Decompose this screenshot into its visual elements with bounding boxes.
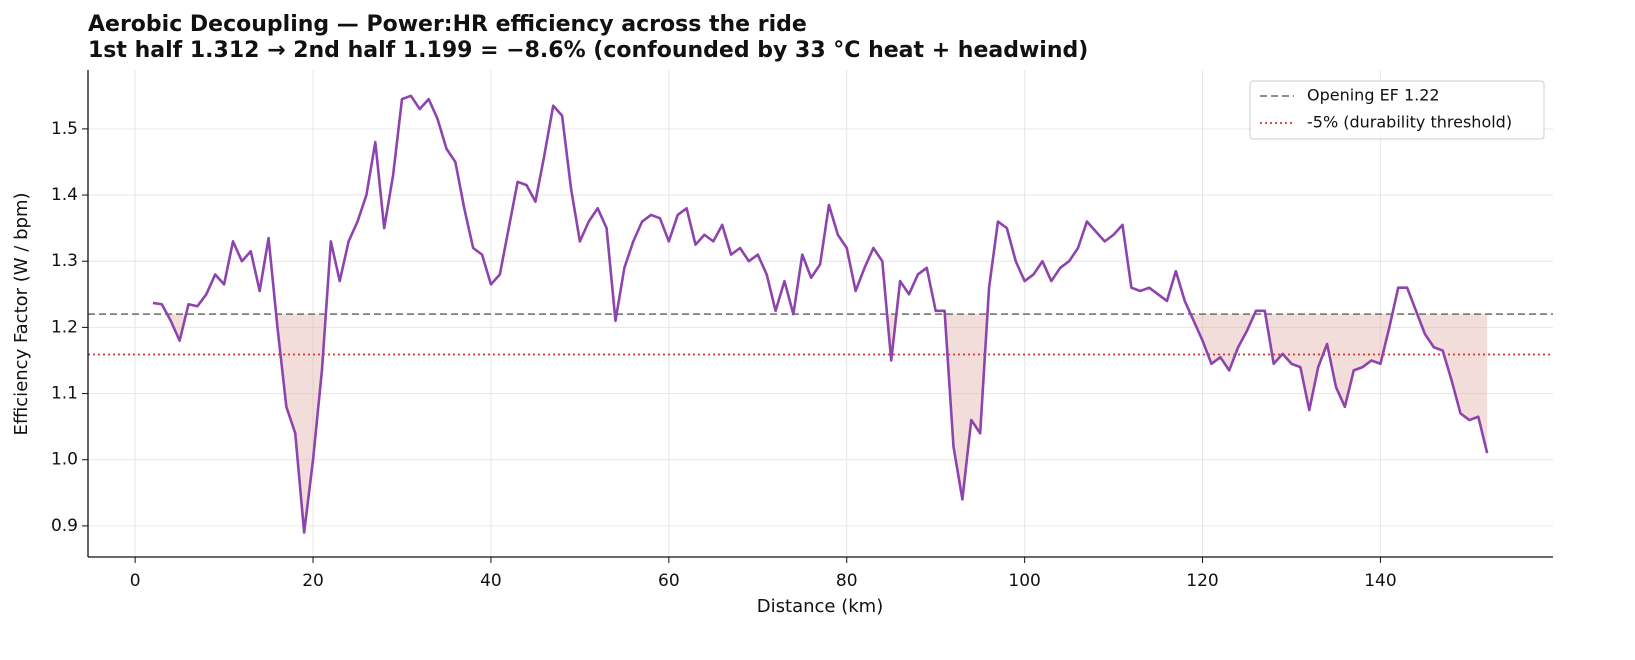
shaded-area [152,314,1488,533]
chart-title: Aerobic Decoupling — Power:HR efficiency… [88,12,807,37]
x-axis-label: Distance (km) [757,596,883,617]
legend-box [1249,80,1545,140]
chart-subtitle: 1st half 1.312 → 2nd half 1.199 = −8.6% … [88,38,1088,63]
x-tick-label: 140 [1364,571,1396,591]
x-tick-label: 120 [1186,571,1218,591]
x-tick-label: 100 [1008,571,1040,591]
y-tick-label: 1.4 [51,185,78,205]
y-axis-label: Efficiency Factor (W / bpm) [11,193,32,436]
legend-label: -5% (durability threshold) [1307,113,1512,132]
x-tick-label: 0 [130,571,141,591]
y-tick-label: 1.1 [51,384,78,404]
y-tick-label: 1.5 [51,119,78,139]
ef-line [152,94,1489,534]
y-tick-label: 1.3 [51,251,78,271]
x-tick-label: 80 [836,571,858,591]
legend-label: Opening EF 1.22 [1307,86,1440,105]
x-tick-label: 20 [302,571,324,591]
x-tick-label: 60 [658,571,680,591]
y-tick-label: 0.9 [51,516,78,536]
y-tick-label: 1.0 [51,450,78,470]
y-tick-label: 1.2 [51,317,78,337]
x-tick-label: 40 [480,571,502,591]
